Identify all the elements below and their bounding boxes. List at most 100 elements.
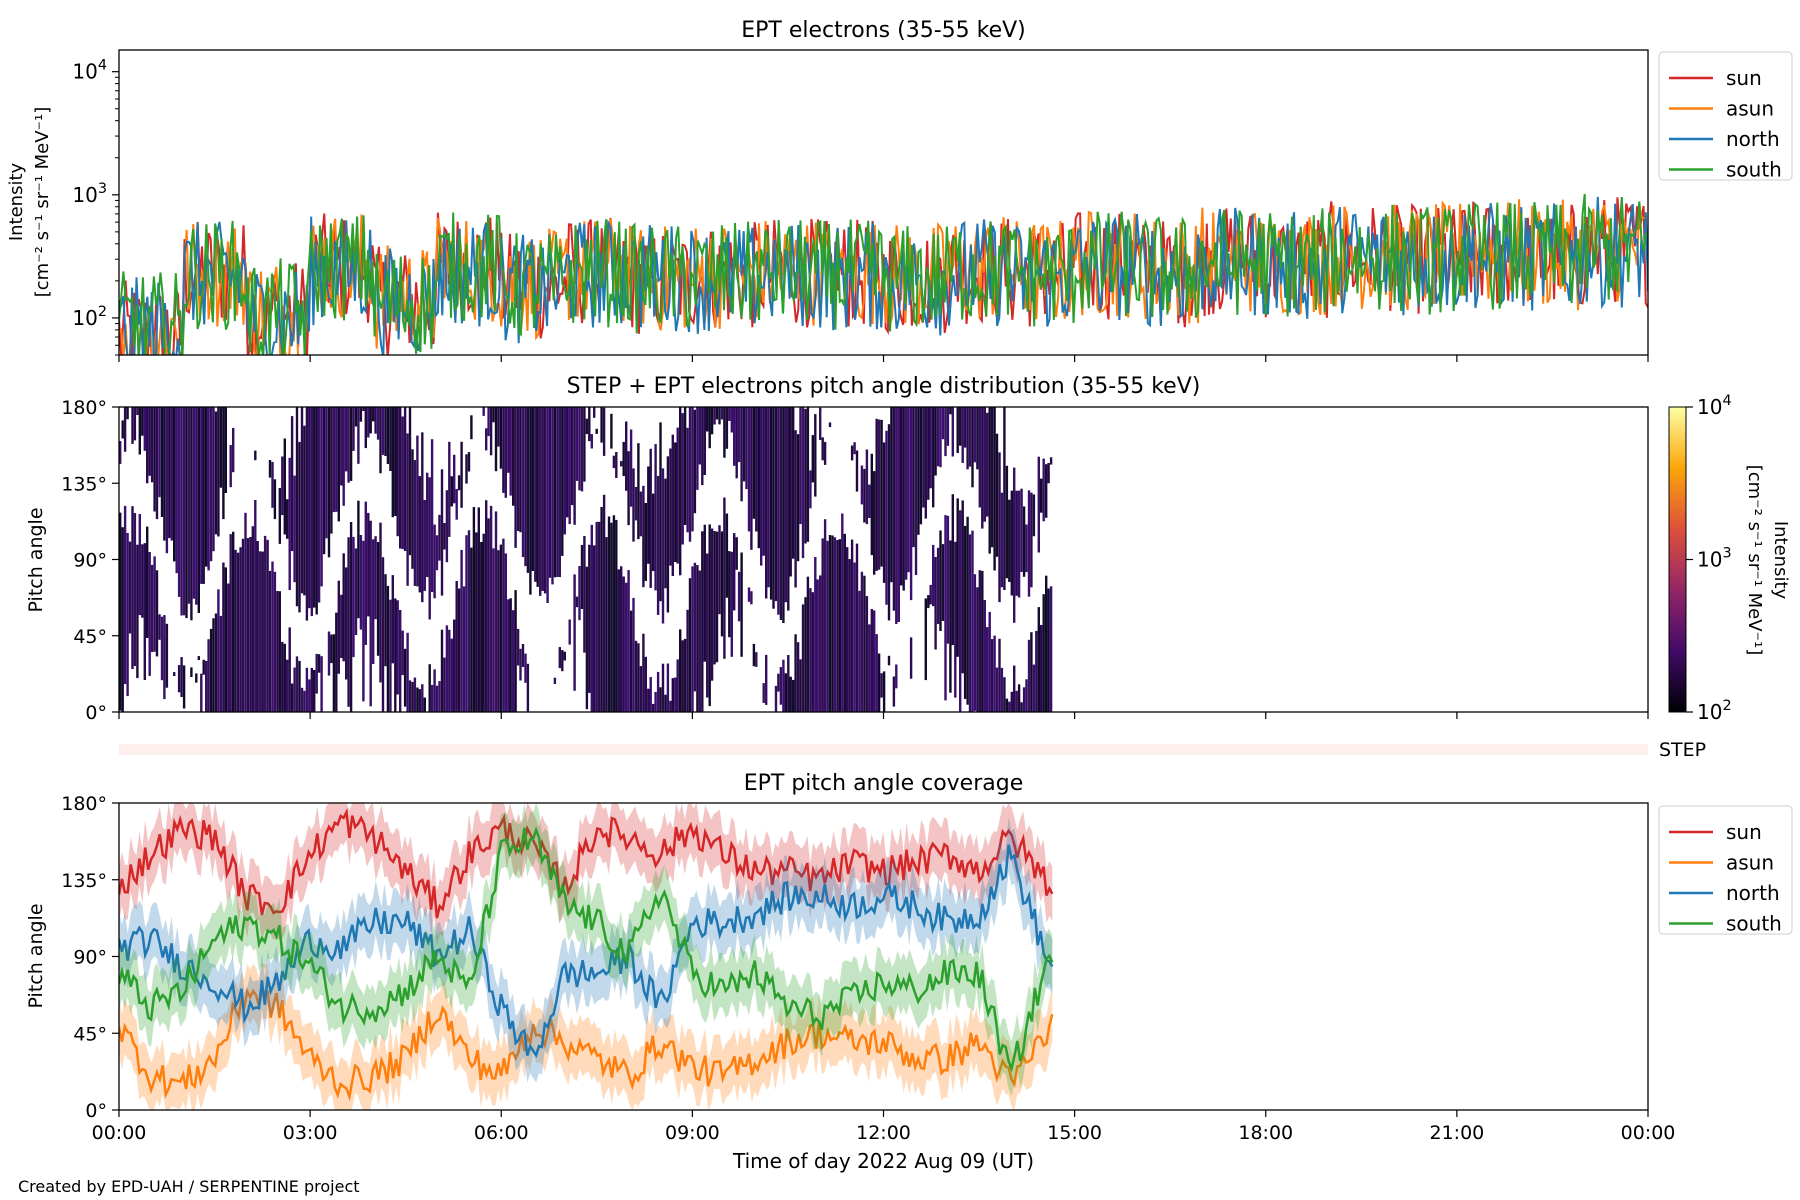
heatmap-cell xyxy=(946,515,950,644)
heatmap-cell xyxy=(917,407,920,535)
heatmap-cell xyxy=(956,407,959,453)
heatmap-cell xyxy=(573,574,576,691)
heatmap-cell xyxy=(165,623,169,688)
heatmap-cell xyxy=(416,435,419,587)
heatmap-cell xyxy=(541,407,544,591)
heatmap-cell xyxy=(804,408,807,544)
heatmap-cell xyxy=(347,537,350,707)
legend-frame xyxy=(1658,51,1793,181)
heatmap-cell xyxy=(340,594,343,658)
heatmap-cell xyxy=(755,652,758,667)
heatmap-cell xyxy=(836,540,839,712)
heatmap-cell xyxy=(558,407,561,578)
heatmap-cell xyxy=(951,494,954,646)
series-south-line xyxy=(119,826,1054,1073)
heatmap-cell xyxy=(372,539,375,664)
heatmap-cell xyxy=(352,536,355,658)
heatmap-cell xyxy=(944,407,947,457)
heatmap-cell xyxy=(207,639,210,712)
heatmap-cell xyxy=(858,590,861,712)
heatmap-cell xyxy=(376,407,380,440)
heatmap-cell xyxy=(897,407,900,622)
heatmap-cell xyxy=(212,407,215,552)
colorbar-label: Intensity [cm⁻² s⁻¹ sr⁻¹ MeV⁻¹] xyxy=(1744,465,1791,656)
heatmap-cell xyxy=(128,541,132,634)
heatmap-cell xyxy=(664,694,667,712)
heatmap-cell xyxy=(313,670,316,712)
heatmap-cell xyxy=(792,679,795,712)
heatmap-cell xyxy=(283,438,286,535)
heatmap-cell xyxy=(826,540,829,712)
heatmap-cell xyxy=(403,407,407,551)
heatmap-cell xyxy=(531,407,534,571)
heatmap-cell xyxy=(320,656,323,712)
heatmap-cell xyxy=(679,629,682,712)
heatmap-cell xyxy=(882,442,886,583)
heatmap-cell xyxy=(295,407,299,607)
heatmap-cell xyxy=(792,407,795,559)
heatmap-cell xyxy=(853,442,856,455)
heatmap-cell xyxy=(430,439,434,593)
heatmap-cell xyxy=(182,407,186,616)
heatmap-cell xyxy=(696,565,699,712)
heatmap-cell xyxy=(585,418,589,435)
heatmap-cell xyxy=(229,534,232,712)
heatmap-cell xyxy=(850,445,854,461)
heatmap-cell xyxy=(465,454,468,484)
heatmap-cell xyxy=(180,657,183,697)
heatmap-cell xyxy=(1022,687,1026,712)
heatmap-cell xyxy=(691,566,694,712)
heatmap-cell xyxy=(809,470,812,509)
heatmap-cell xyxy=(224,567,227,712)
heatmap-cell xyxy=(760,407,763,566)
heatmap-cell xyxy=(583,536,586,653)
heatmap-cell xyxy=(1037,607,1040,712)
heatmap-cell xyxy=(647,688,650,712)
heatmap-cell xyxy=(386,407,390,464)
heatmap-cell xyxy=(1005,698,1009,712)
y-tick-label: 180° xyxy=(61,793,107,815)
heatmap-cell xyxy=(868,624,871,712)
heatmap-cell xyxy=(384,407,387,456)
panel4-yticks: 0° 45° 90° 135° 180° xyxy=(61,793,119,1122)
heatmap-cell xyxy=(706,407,709,432)
heatmap-cell xyxy=(310,667,313,712)
heatmap-cell xyxy=(924,407,927,519)
heatmap-cell xyxy=(283,643,286,712)
heatmap-cell xyxy=(814,557,817,712)
heatmap-cell xyxy=(966,516,969,705)
heatmap-cell xyxy=(219,407,223,488)
heatmap-cell xyxy=(661,663,665,712)
heatmap-cell xyxy=(988,611,991,712)
colorbar-label-line1: Intensity xyxy=(1770,521,1791,600)
x-tick-label: 18:00 xyxy=(1238,1122,1293,1144)
heatmap-cell xyxy=(860,571,864,712)
heatmap-cell xyxy=(335,612,338,712)
heatmap-cell xyxy=(163,615,166,700)
heatmap-cell xyxy=(1045,464,1048,518)
heatmap-cell xyxy=(131,506,134,669)
heatmap-cell xyxy=(521,644,525,667)
heatmap-cell xyxy=(588,407,591,442)
heatmap-cell xyxy=(765,407,768,599)
heatmap-cell xyxy=(317,407,321,603)
heatmap-cell xyxy=(460,441,463,508)
y-tick-label: 103 xyxy=(72,181,107,207)
heatmap-cell xyxy=(936,407,940,467)
heatmap-cell xyxy=(418,689,421,712)
heatmap-cell xyxy=(853,562,856,712)
heatmap-cell xyxy=(774,407,778,602)
heatmap-cell xyxy=(195,673,198,683)
heatmap-cell xyxy=(580,544,584,609)
heatmap-cell xyxy=(912,407,915,548)
heatmap-cell xyxy=(1010,490,1013,596)
legend-label-sun: sun xyxy=(1726,66,1762,90)
heatmap-cell xyxy=(455,489,458,520)
heatmap-cell xyxy=(315,653,318,694)
heatmap-cell xyxy=(539,407,542,596)
heatmap-cell xyxy=(175,407,178,574)
colorbar: 102 103 104 Intensity [cm⁻² s⁻¹ sr⁻¹ MeV⁻¹… xyxy=(1668,393,1791,724)
heatmap-cell xyxy=(305,667,309,712)
heatmap-cell xyxy=(720,531,724,637)
heatmap-cell xyxy=(421,432,424,603)
